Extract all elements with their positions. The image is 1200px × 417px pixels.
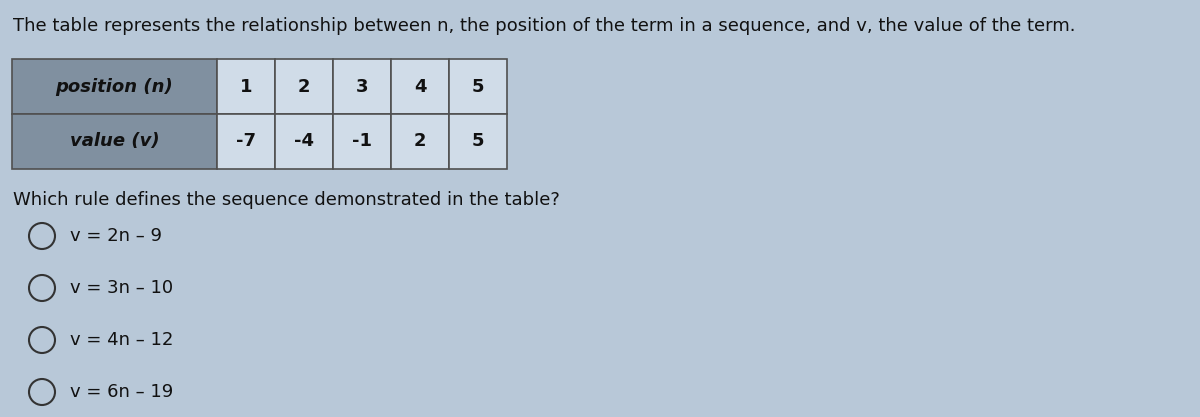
FancyBboxPatch shape — [449, 114, 508, 169]
FancyBboxPatch shape — [217, 59, 275, 114]
Text: v = 3n – 10: v = 3n – 10 — [70, 279, 173, 297]
Text: v = 2n – 9: v = 2n – 9 — [70, 227, 162, 245]
FancyBboxPatch shape — [391, 59, 449, 114]
Text: 3: 3 — [355, 78, 368, 95]
Text: 2: 2 — [414, 133, 426, 151]
FancyBboxPatch shape — [449, 59, 508, 114]
Text: -1: -1 — [352, 133, 372, 151]
FancyBboxPatch shape — [275, 114, 334, 169]
Text: 4: 4 — [414, 78, 426, 95]
Text: v = 4n – 12: v = 4n – 12 — [70, 331, 173, 349]
Text: v = 6n – 19: v = 6n – 19 — [70, 383, 173, 401]
Text: 2: 2 — [298, 78, 311, 95]
FancyBboxPatch shape — [12, 59, 217, 114]
Text: -4: -4 — [294, 133, 314, 151]
Text: -7: -7 — [236, 133, 256, 151]
Text: 1: 1 — [240, 78, 252, 95]
FancyBboxPatch shape — [334, 59, 391, 114]
FancyBboxPatch shape — [391, 114, 449, 169]
FancyBboxPatch shape — [12, 114, 217, 169]
Text: 5: 5 — [472, 78, 485, 95]
Text: position (n): position (n) — [55, 78, 173, 95]
Text: 5: 5 — [472, 133, 485, 151]
FancyBboxPatch shape — [217, 114, 275, 169]
FancyBboxPatch shape — [275, 59, 334, 114]
Text: value (v): value (v) — [70, 133, 160, 151]
Text: The table represents the relationship between n, the position of the term in a s: The table represents the relationship be… — [13, 17, 1075, 35]
FancyBboxPatch shape — [334, 114, 391, 169]
Text: Which rule defines the sequence demonstrated in the table?: Which rule defines the sequence demonstr… — [13, 191, 560, 209]
